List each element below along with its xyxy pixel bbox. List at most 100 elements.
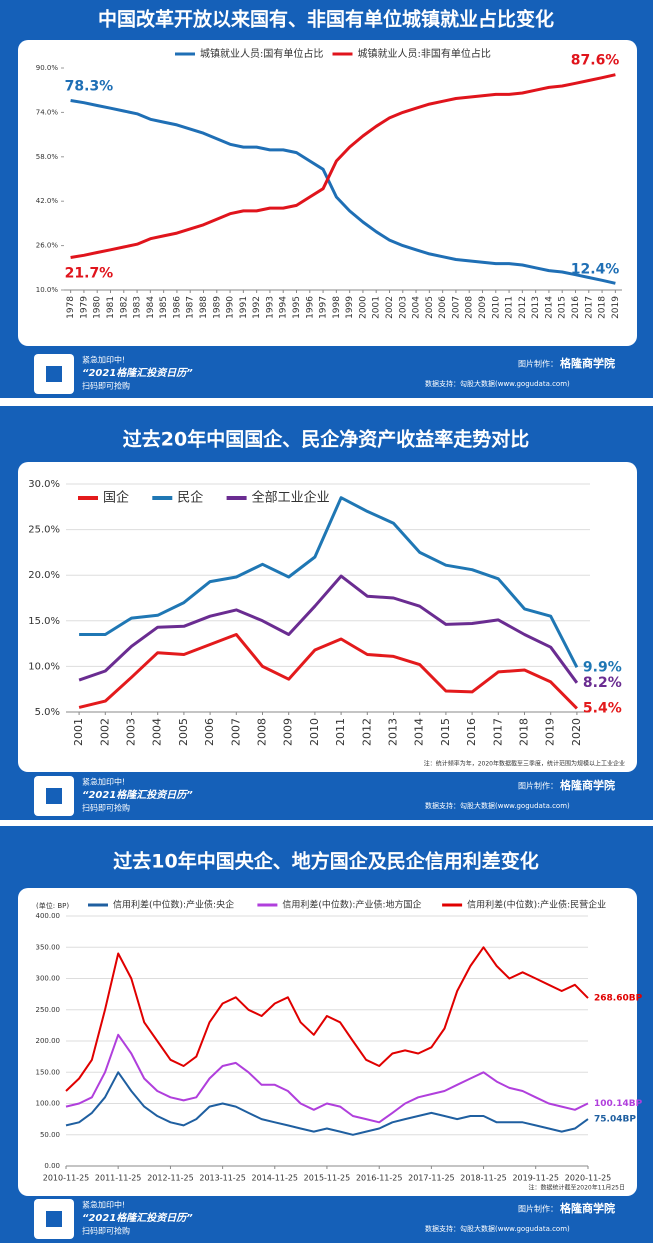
promo-line: 扫码即可抢购 <box>82 803 130 813</box>
x-tick-label: 1992 <box>252 296 262 319</box>
x-tick-label: 2020-11-25 <box>565 1174 612 1183</box>
x-tick-label: 1990 <box>226 296 236 319</box>
x-tick-label: 2006 <box>438 296 448 319</box>
y-tick-label: 10.0% <box>36 286 59 294</box>
x-tick-label: 2004 <box>412 296 422 319</box>
x-tick-label: 2013 <box>531 296 541 319</box>
y-tick-label: 15.0% <box>28 616 60 627</box>
x-tick-label: 2006 <box>203 718 216 746</box>
chart-area <box>18 40 637 346</box>
x-tick-label: 2014 <box>413 718 426 746</box>
x-tick-label: 2010-11-25 <box>43 1174 90 1183</box>
x-tick-label: 1983 <box>133 296 143 319</box>
x-tick-label: 2013-11-25 <box>199 1174 246 1183</box>
maker: 格隆商学院 <box>560 778 615 792</box>
x-tick-label: 1986 <box>172 296 182 319</box>
x-tick-label: 1989 <box>212 296 222 319</box>
x-tick-label: 2001 <box>372 296 382 319</box>
series-line <box>70 73 616 259</box>
maker: 格隆商学院 <box>560 356 615 370</box>
x-tick-label: 2003 <box>125 718 138 746</box>
note: 注：统计频率为年，2020年数据截至三季度，统计范围为规模以上工业企业 <box>424 760 625 768</box>
data-label: 5.4% <box>583 700 622 716</box>
data-label: 8.2% <box>583 675 622 691</box>
x-tick-label: 1985 <box>159 296 169 319</box>
x-tick-label: 1988 <box>199 296 209 319</box>
y-tick-label: 5.0% <box>35 707 60 718</box>
legend-label: 城镇就业人员:国有单位占比 <box>200 47 323 60</box>
promo-line: 紧急加印中! <box>82 355 125 365</box>
x-tick-label: 1993 <box>265 296 275 319</box>
promo-title: “2021格隆汇投资日历” <box>82 367 193 379</box>
promo-line: 扫码即可抢购 <box>82 381 130 391</box>
note: 注：数据统计截至2020年11月25日 <box>528 1184 625 1192</box>
series-line <box>70 99 616 285</box>
data-label: 268.60BP <box>594 994 643 1004</box>
legend-label: 城镇就业人员:非国有单位占比 <box>358 47 491 60</box>
y-axis-label: (单位: BP) <box>36 901 69 910</box>
x-tick-label: 2019-11-25 <box>512 1174 559 1183</box>
x-tick-label: 2013 <box>387 718 400 746</box>
source: 数据支持：勾股大数据(www.gogudata.com) <box>425 801 570 810</box>
maker: 格隆商学院 <box>560 1201 615 1215</box>
x-tick-label: 2018 <box>598 296 608 319</box>
promo-line: 紧急加印中! <box>82 777 125 787</box>
x-tick-label: 2003 <box>398 296 408 319</box>
chart-title: 中国改革开放以来国有、非国有单位城镇就业占比变化 <box>98 8 554 31</box>
y-tick-label: 90.0% <box>36 64 59 72</box>
x-tick-label: 1994 <box>279 296 289 319</box>
x-tick-label: 2020 <box>570 718 583 746</box>
x-tick-label: 2010 <box>491 296 501 319</box>
x-tick-label: 2012-11-25 <box>147 1174 194 1183</box>
x-tick-label: 1978 <box>66 296 76 319</box>
x-tick-label: 2019 <box>544 718 557 746</box>
x-tick-label: 2010 <box>308 718 321 746</box>
y-tick-label: 200.00 <box>36 1037 61 1045</box>
x-tick-label: 2016 <box>465 718 478 746</box>
promo-line: 紧急加印中! <box>82 1200 125 1210</box>
x-tick-label: 2008 <box>465 296 475 319</box>
x-tick-label: 1980 <box>93 296 103 319</box>
legend-label: 信用利差(中位数):产业债:央企 <box>113 899 234 911</box>
promo-title: “2021格隆汇投资日历” <box>82 789 193 801</box>
x-tick-label: 1995 <box>292 296 302 319</box>
y-tick-label: 30.0% <box>28 479 60 490</box>
series-line <box>78 574 579 684</box>
chart-title: 过去20年中国国企、民企净资产收益率走势对比 <box>123 428 529 451</box>
y-tick-label: 0.00 <box>44 1162 60 1170</box>
series-line <box>79 496 579 668</box>
y-tick-label: 350.00 <box>36 943 61 951</box>
chart-area <box>18 888 637 1196</box>
x-tick-label: 2000 <box>358 296 368 319</box>
x-tick-label: 2015 <box>439 718 452 746</box>
legend-label: 信用利差(中位数):产业债:地方国企 <box>282 899 421 911</box>
data-label: 78.3% <box>65 78 114 94</box>
x-tick-label: 2012 <box>360 718 373 746</box>
x-tick-label: 2014 <box>544 296 554 319</box>
x-tick-label: 2016-11-25 <box>356 1174 403 1183</box>
y-tick-label: 250.00 <box>36 1006 61 1014</box>
qr-center <box>46 366 62 382</box>
y-tick-label: 26.0% <box>36 242 59 250</box>
x-tick-label: 2018-11-25 <box>460 1174 507 1183</box>
y-tick-label: 50.00 <box>40 1131 60 1139</box>
legend-label: 国企 <box>103 490 129 506</box>
x-tick-label: 2005 <box>177 718 190 746</box>
series-line <box>78 633 578 710</box>
maker-label: 图片制作： <box>518 781 558 791</box>
x-tick-label: 2007 <box>229 718 242 746</box>
source: 数据支持：勾股大数据(www.gogudata.com) <box>425 1224 570 1233</box>
x-tick-label: 2004 <box>151 718 164 746</box>
x-tick-label: 2012 <box>518 296 528 319</box>
legend-label: 全部工业企业 <box>252 490 330 506</box>
maker-label: 图片制作： <box>518 359 558 369</box>
x-tick-label: 1981 <box>106 296 116 319</box>
legend-label: 信用利差(中位数):产业债:民营企业 <box>467 899 606 911</box>
x-tick-label: 1997 <box>319 296 329 319</box>
x-tick-label: 2007 <box>451 296 461 319</box>
x-tick-label: 1982 <box>119 296 129 319</box>
x-tick-label: 2014-11-25 <box>252 1174 299 1183</box>
x-tick-label: 2009 <box>282 718 295 746</box>
series-line <box>65 946 589 1092</box>
